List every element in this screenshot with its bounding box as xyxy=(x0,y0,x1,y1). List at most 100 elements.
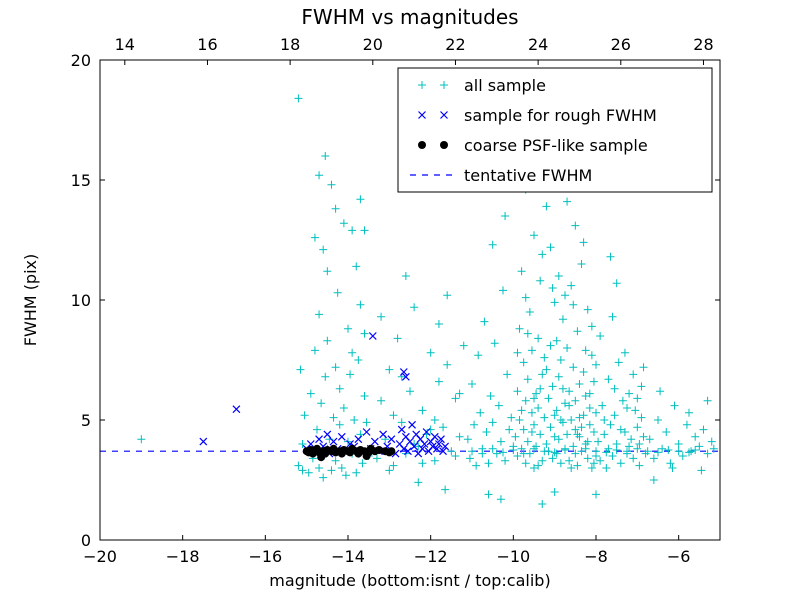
data-point xyxy=(635,440,644,448)
data-point xyxy=(406,387,414,396)
data-point xyxy=(571,396,580,405)
legend-label: tentative FWHM xyxy=(464,166,592,185)
data-point xyxy=(470,420,479,429)
data-point xyxy=(682,420,691,429)
data-point xyxy=(439,447,447,456)
data-point xyxy=(327,180,336,189)
data-point xyxy=(375,446,383,454)
data-point xyxy=(426,348,435,357)
data-point xyxy=(300,411,309,420)
legend-marker xyxy=(418,141,426,149)
data-point xyxy=(327,466,336,475)
data-point xyxy=(499,448,507,457)
data-point xyxy=(703,449,712,458)
data-point xyxy=(674,440,683,448)
data-point xyxy=(583,305,592,314)
data-point xyxy=(521,459,530,468)
data-point xyxy=(339,219,348,228)
data-point xyxy=(569,363,578,372)
data-point xyxy=(397,418,406,427)
data-point xyxy=(519,425,528,434)
data-point xyxy=(567,281,576,290)
data-point xyxy=(596,332,605,340)
data-point xyxy=(377,396,386,405)
data-point xyxy=(542,365,551,374)
data-point xyxy=(341,471,350,480)
data-point xyxy=(387,435,396,444)
data-point xyxy=(441,485,450,494)
data-point xyxy=(426,425,435,434)
data-point xyxy=(321,372,330,381)
data-point xyxy=(649,454,658,463)
data-point xyxy=(408,420,416,429)
data-point xyxy=(352,468,361,477)
data-point xyxy=(501,212,510,220)
data-point xyxy=(496,495,505,504)
data-point xyxy=(616,459,625,468)
data-point xyxy=(691,446,700,454)
data-point xyxy=(521,396,530,405)
top-tick-label: 22 xyxy=(445,35,465,54)
series-coarse-PSF-like-sample xyxy=(302,444,396,462)
data-point xyxy=(310,346,319,355)
data-point xyxy=(565,401,574,410)
data-point xyxy=(319,245,328,254)
data-point xyxy=(455,432,464,441)
data-point xyxy=(315,171,324,180)
data-point xyxy=(468,380,476,388)
data-point xyxy=(602,464,611,472)
data-point xyxy=(331,363,340,372)
data-point xyxy=(538,500,547,508)
data-point xyxy=(476,408,485,417)
x-tick-label: −20 xyxy=(83,547,117,566)
data-point xyxy=(633,444,642,453)
data-point xyxy=(525,308,534,316)
data-point xyxy=(685,448,693,457)
legend-marker xyxy=(440,81,448,89)
data-point xyxy=(346,370,355,379)
data-point xyxy=(550,488,559,496)
data-point xyxy=(430,432,439,441)
data-point xyxy=(569,442,578,451)
data-point xyxy=(540,413,549,422)
series-sample-for-rough-FWHM xyxy=(199,332,450,458)
data-point xyxy=(534,461,543,470)
data-point xyxy=(550,432,559,441)
data-point xyxy=(608,452,617,460)
data-point xyxy=(556,356,565,364)
data-point xyxy=(472,461,481,470)
data-point xyxy=(592,490,600,499)
data-point xyxy=(542,440,551,448)
data-point xyxy=(589,428,598,436)
legend-label: all sample xyxy=(464,76,546,95)
data-point xyxy=(523,437,532,446)
data-point xyxy=(393,334,402,343)
data-point xyxy=(352,262,361,271)
data-point xyxy=(546,341,555,350)
data-point xyxy=(372,454,381,463)
data-point xyxy=(410,442,419,451)
data-point xyxy=(685,408,693,417)
data-point xyxy=(627,435,636,444)
data-point xyxy=(414,478,423,487)
data-point xyxy=(695,442,704,451)
top-tick-label: 20 xyxy=(363,35,383,54)
data-point xyxy=(486,392,495,400)
data-point xyxy=(519,449,528,458)
data-point xyxy=(335,420,344,429)
data-point xyxy=(546,243,555,252)
data-point xyxy=(633,423,642,432)
data-point xyxy=(594,437,603,446)
data-point xyxy=(323,430,332,439)
data-point xyxy=(356,300,365,309)
data-point xyxy=(534,334,543,343)
data-point xyxy=(571,425,580,434)
data-point xyxy=(674,447,683,456)
data-point xyxy=(329,437,338,446)
data-point xyxy=(337,432,346,441)
data-point xyxy=(496,437,505,446)
data-point xyxy=(581,392,590,400)
data-point xyxy=(575,432,584,441)
data-point xyxy=(310,233,319,242)
chart-title: FWHM vs magnitudes xyxy=(301,5,518,29)
